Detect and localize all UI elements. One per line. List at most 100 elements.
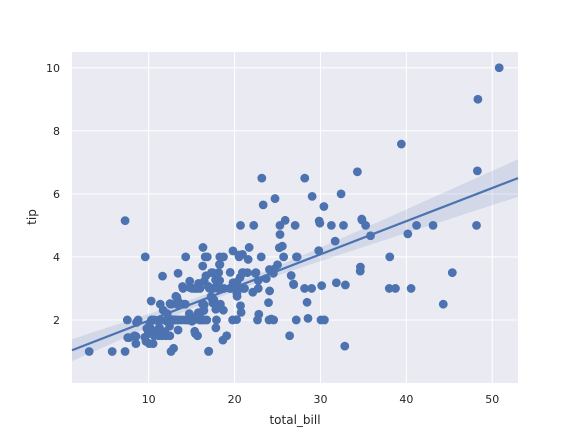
data-point — [214, 268, 224, 278]
data-point — [472, 220, 481, 230]
data-point — [215, 276, 225, 285]
data-point — [303, 313, 313, 323]
y-tick-label: 2 — [53, 314, 60, 327]
x-tick-label: 20 — [228, 393, 242, 406]
data-point — [269, 315, 279, 325]
data-point — [285, 331, 295, 341]
data-point — [254, 309, 264, 319]
data-point — [140, 252, 150, 262]
data-point — [279, 252, 289, 262]
data-point — [428, 220, 438, 230]
data-point — [84, 347, 94, 356]
data-point — [198, 243, 208, 252]
data-point — [225, 267, 235, 277]
data-point — [385, 252, 395, 262]
data-point — [148, 339, 158, 348]
x-tick-label: 40 — [399, 393, 413, 406]
data-point — [300, 284, 309, 293]
data-point — [236, 307, 246, 317]
data-point — [356, 262, 365, 272]
data-point — [264, 298, 273, 308]
data-point — [258, 200, 268, 210]
data-point — [494, 63, 504, 73]
data-point — [173, 325, 183, 335]
data-point — [212, 315, 221, 325]
data-point — [211, 323, 221, 333]
data-point — [173, 268, 183, 278]
data-point — [307, 284, 317, 293]
data-point — [352, 167, 362, 177]
regression-line — [71, 177, 519, 352]
data-point — [195, 284, 205, 293]
data-point — [277, 241, 287, 251]
data-point — [232, 291, 242, 301]
data-point — [275, 230, 285, 239]
y-axis-label: tip — [25, 209, 39, 225]
data-point — [314, 246, 324, 256]
data-point — [158, 271, 167, 281]
data-point — [339, 220, 348, 230]
data-point — [178, 284, 188, 293]
data-point — [219, 252, 228, 262]
y-tick-label: 10 — [46, 62, 60, 75]
scatter-points — [84, 63, 504, 356]
data-point — [270, 194, 280, 203]
data-point — [198, 261, 208, 271]
data-point — [340, 341, 350, 351]
y-tick-label: 8 — [53, 125, 60, 138]
data-point — [236, 220, 245, 230]
data-point — [122, 315, 132, 325]
data-point — [249, 220, 259, 230]
data-point — [120, 347, 130, 356]
data-point — [317, 281, 327, 290]
x-tick-label: 10 — [142, 393, 156, 406]
data-point — [218, 305, 228, 315]
data-point — [291, 315, 301, 325]
data-point — [131, 339, 141, 348]
data-point — [238, 249, 247, 259]
data-point — [289, 280, 299, 290]
data-point — [315, 218, 325, 228]
data-point — [251, 268, 261, 278]
data-point — [265, 286, 275, 296]
data-point — [331, 278, 341, 288]
x-tick-labels: 10 20 30 40 50 — [142, 393, 500, 406]
data-point — [361, 220, 371, 230]
x-axis-label: total_bill — [269, 413, 320, 427]
data-point — [222, 331, 232, 341]
data-point — [165, 331, 175, 341]
data-point — [244, 243, 254, 252]
data-point — [326, 220, 336, 230]
data-point — [472, 166, 482, 176]
data-point — [406, 284, 416, 293]
regression-line-layer — [71, 177, 519, 352]
data-point — [133, 315, 143, 325]
data-point — [412, 220, 421, 230]
data-point — [193, 331, 202, 341]
data-point — [319, 202, 329, 211]
data-point — [473, 94, 483, 104]
data-point — [240, 284, 249, 293]
data-point — [280, 215, 290, 225]
data-point — [330, 236, 340, 246]
data-point — [146, 296, 156, 306]
x-tick-label: 30 — [313, 393, 327, 406]
y-tick-labels: 2 4 6 8 10 — [46, 62, 60, 327]
data-point — [256, 252, 266, 262]
data-point — [236, 301, 245, 311]
data-point — [438, 299, 448, 309]
y-tick-label: 4 — [53, 251, 60, 264]
data-point — [300, 173, 310, 183]
data-point — [202, 252, 212, 262]
data-point — [232, 315, 241, 325]
data-point — [292, 252, 302, 262]
data-point — [302, 297, 312, 307]
data-point — [209, 295, 219, 305]
data-point — [243, 268, 252, 278]
data-point — [253, 284, 263, 293]
data-point — [215, 260, 225, 269]
data-point — [396, 139, 406, 149]
data-point — [243, 255, 253, 264]
data-point — [320, 315, 329, 325]
data-point — [107, 347, 117, 356]
